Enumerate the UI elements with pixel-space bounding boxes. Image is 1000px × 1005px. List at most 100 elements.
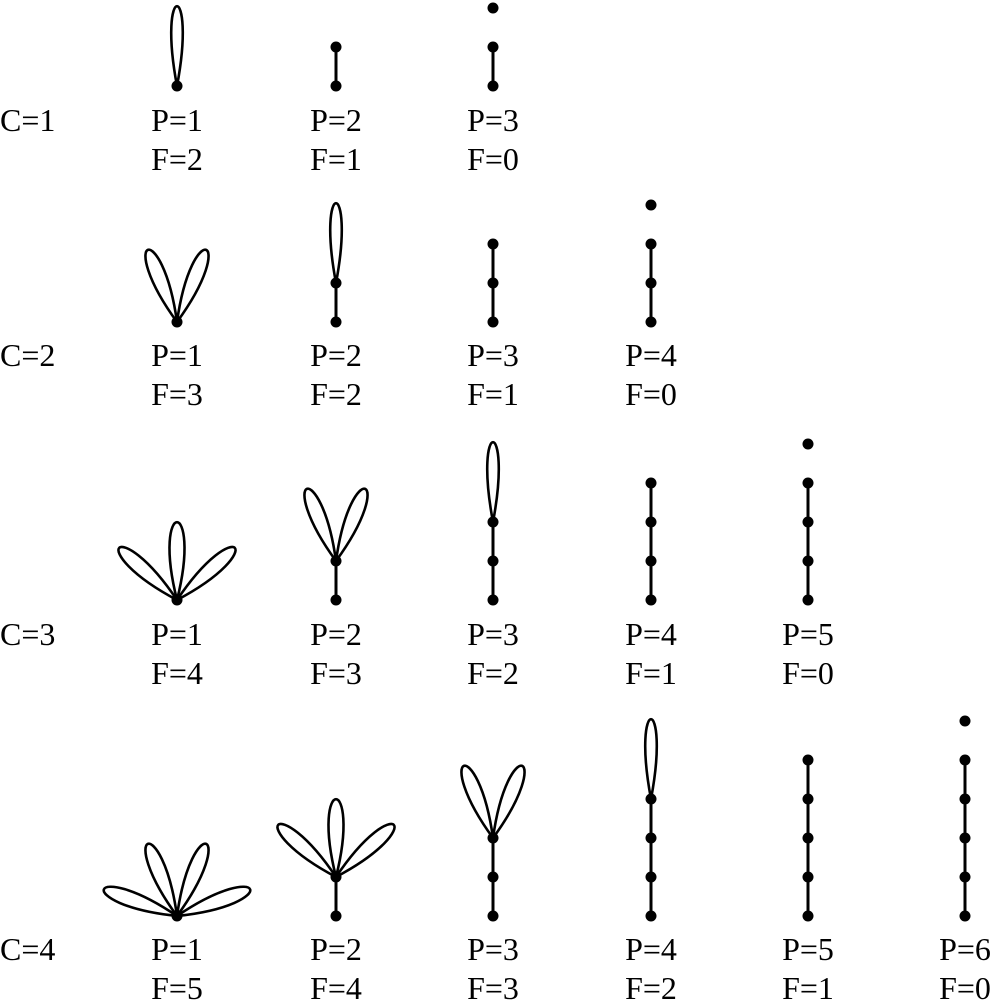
vertex <box>802 754 814 766</box>
loop-petal <box>117 545 179 602</box>
graph-figure <box>328 202 344 328</box>
graph-figure <box>330 41 342 92</box>
loop-petal <box>175 842 210 917</box>
vertex <box>802 594 814 606</box>
vertex <box>487 832 499 844</box>
row-label: C=4 <box>0 931 55 967</box>
graph-figure <box>102 842 252 922</box>
p-label: P=3 <box>467 337 519 373</box>
vertex <box>330 555 342 567</box>
graph-figure <box>959 715 971 922</box>
f-label: F=2 <box>151 141 203 177</box>
loop-petal <box>327 798 345 878</box>
p-label: P=3 <box>467 931 519 967</box>
f-label: F=0 <box>939 970 991 1005</box>
loop-petal <box>168 521 186 601</box>
f-label: F=4 <box>310 970 362 1005</box>
graph-figure <box>645 199 657 328</box>
f-label: F=1 <box>467 376 519 412</box>
f-label: F=2 <box>625 970 677 1005</box>
p-label: P=5 <box>782 931 834 967</box>
vertex <box>487 41 499 53</box>
loop-petal <box>176 885 252 918</box>
vertex <box>487 871 499 883</box>
loop-petal <box>169 5 185 87</box>
vertex <box>330 277 342 289</box>
vertex <box>959 871 971 883</box>
graph-figure <box>485 441 501 606</box>
vertex <box>487 277 499 289</box>
vertex <box>330 871 342 883</box>
loop-petal <box>643 718 659 800</box>
vertex <box>645 238 657 250</box>
loop-petal <box>485 441 501 523</box>
vertex <box>802 477 814 489</box>
vertex <box>171 594 183 606</box>
p-label: P=1 <box>151 337 203 373</box>
loop-petal <box>175 248 210 323</box>
vertex <box>487 910 499 922</box>
graph-figure <box>802 754 814 922</box>
vertex <box>330 316 342 328</box>
loop-petal <box>102 885 178 918</box>
graph-figure <box>303 487 369 606</box>
f-label: F=2 <box>467 655 519 691</box>
vertex <box>487 594 499 606</box>
vertex <box>330 41 342 53</box>
vertex <box>802 516 814 528</box>
f-label: F=5 <box>151 970 203 1005</box>
p-label: P=2 <box>310 102 362 138</box>
loop-petal <box>276 822 338 879</box>
vertex <box>645 277 657 289</box>
vertex <box>645 594 657 606</box>
isolated-vertex <box>487 2 499 14</box>
graph-figure <box>643 718 659 922</box>
vertex <box>959 910 971 922</box>
f-label: F=0 <box>625 376 677 412</box>
isolated-vertex <box>645 199 657 211</box>
p-label: P=1 <box>151 102 203 138</box>
vertex <box>487 238 499 250</box>
loop-petal <box>144 248 179 323</box>
vertex <box>487 316 499 328</box>
vertex <box>645 477 657 489</box>
row-label: C=3 <box>0 616 55 652</box>
graph-figure <box>460 764 526 922</box>
row-label: C=2 <box>0 337 55 373</box>
p-label: P=5 <box>782 616 834 652</box>
isolated-vertex <box>802 438 814 450</box>
f-label: F=2 <box>310 376 362 412</box>
graph-figure <box>487 2 499 92</box>
p-label: P=2 <box>310 337 362 373</box>
p-label: P=3 <box>467 102 519 138</box>
vertex <box>802 555 814 567</box>
p-label: P=1 <box>151 616 203 652</box>
vertex <box>959 793 971 805</box>
vertex <box>171 80 183 92</box>
vertex <box>802 832 814 844</box>
p-label: P=2 <box>310 931 362 967</box>
vertex <box>802 793 814 805</box>
vertex <box>645 871 657 883</box>
p-label: P=6 <box>939 931 991 967</box>
p-label: P=4 <box>625 337 677 373</box>
vertex <box>330 910 342 922</box>
f-label: F=3 <box>310 655 362 691</box>
graph-figure <box>487 238 499 328</box>
vertex <box>802 910 814 922</box>
f-label: F=4 <box>151 655 203 691</box>
loop-petal <box>303 487 338 562</box>
vertex <box>802 871 814 883</box>
f-label: F=1 <box>625 655 677 691</box>
p-label: P=3 <box>467 616 519 652</box>
vertex <box>959 832 971 844</box>
vertex <box>171 316 183 328</box>
vertex <box>330 594 342 606</box>
graph-figure <box>276 798 396 922</box>
loop-petal <box>460 764 495 839</box>
vertex <box>645 832 657 844</box>
graph-figure <box>144 248 210 328</box>
p-label: P=4 <box>625 931 677 967</box>
row-label: C=1 <box>0 102 55 138</box>
